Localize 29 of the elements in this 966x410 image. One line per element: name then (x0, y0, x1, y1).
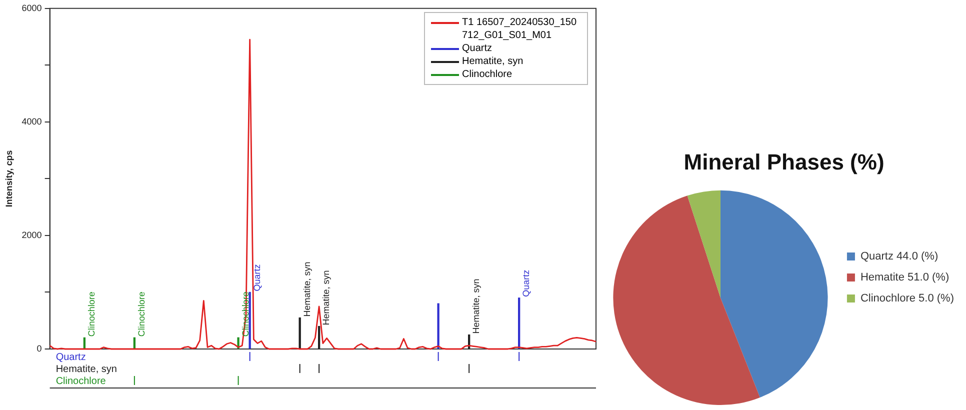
legend-label: T1 16507_20240530_150712_G01_S01_M01 (462, 16, 578, 42)
bar (518, 298, 520, 349)
text: Quartz (56, 352, 86, 363)
data-label: Quartz (521, 269, 532, 297)
data-label: Clinochlore (86, 292, 96, 337)
legend-label: Clinochlore (462, 68, 512, 81)
text: Clinochlore (56, 376, 106, 387)
legend-label: Clinochlore 5.0 (%) (860, 292, 954, 305)
data-label: Clinochlore (240, 292, 250, 337)
data-label: Quartz (252, 264, 262, 292)
legend-label: Hematite 51.0 (%) (860, 272, 950, 284)
chart-title: Mineral Phases (%) (684, 149, 884, 174)
data-label: Hematite, syn (321, 270, 332, 326)
y-tick-label: 4000 (22, 116, 42, 126)
y-tick-label: 6000 (22, 2, 42, 13)
bar (318, 326, 320, 349)
legend-label: Quartz (462, 42, 492, 55)
y-axis-title: Intensity, cps (4, 150, 14, 208)
legend-label: Quartz 44.0 (%) (860, 250, 938, 263)
data-label: Clinochlore (136, 292, 146, 337)
data-label: Hematite, syn (302, 262, 312, 317)
legend-label: Hematite, syn (462, 55, 524, 68)
bar (248, 292, 251, 349)
y-tick-label: 2000 (22, 230, 42, 240)
data-label: Hematite, syn (471, 278, 482, 334)
bar (437, 303, 440, 349)
text: Hematite, syn (56, 364, 117, 375)
y-tick-label: 0 (36, 343, 42, 354)
bar (298, 317, 301, 349)
